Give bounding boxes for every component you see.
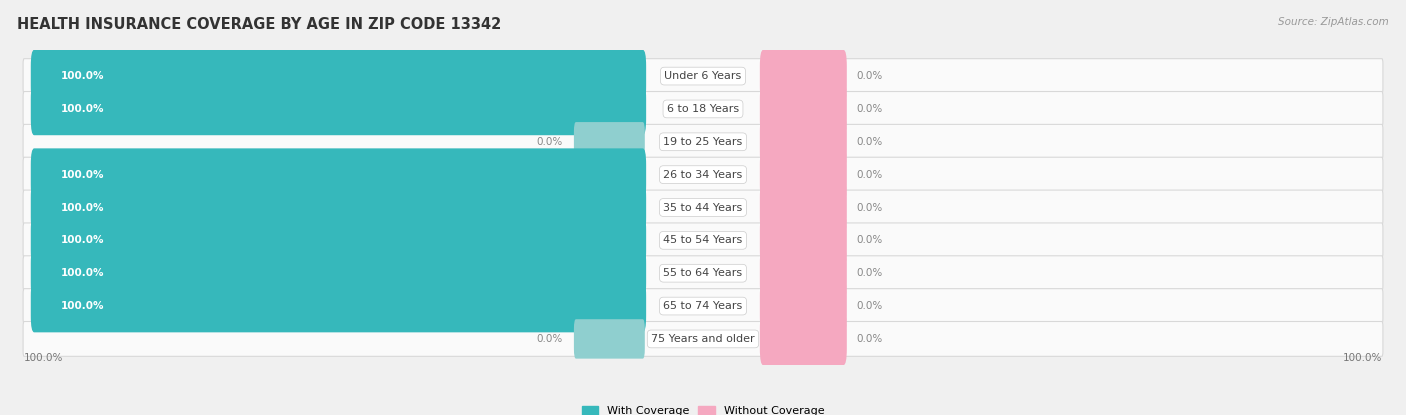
Text: 19 to 25 Years: 19 to 25 Years xyxy=(664,137,742,147)
Text: 0.0%: 0.0% xyxy=(856,104,883,114)
FancyBboxPatch shape xyxy=(574,122,645,161)
Text: 100.0%: 100.0% xyxy=(24,353,63,363)
FancyBboxPatch shape xyxy=(759,214,846,267)
FancyBboxPatch shape xyxy=(31,83,647,135)
Text: 100.0%: 100.0% xyxy=(60,170,104,180)
Text: 100.0%: 100.0% xyxy=(1343,353,1382,363)
Text: 100.0%: 100.0% xyxy=(60,71,104,81)
FancyBboxPatch shape xyxy=(759,312,846,365)
FancyBboxPatch shape xyxy=(31,280,647,332)
Text: 35 to 44 Years: 35 to 44 Years xyxy=(664,203,742,212)
Text: 65 to 74 Years: 65 to 74 Years xyxy=(664,301,742,311)
FancyBboxPatch shape xyxy=(22,190,1384,225)
FancyBboxPatch shape xyxy=(22,59,1384,93)
FancyBboxPatch shape xyxy=(759,115,846,168)
Text: 26 to 34 Years: 26 to 34 Years xyxy=(664,170,742,180)
FancyBboxPatch shape xyxy=(759,83,846,135)
Text: 0.0%: 0.0% xyxy=(856,301,883,311)
Text: Under 6 Years: Under 6 Years xyxy=(665,71,741,81)
FancyBboxPatch shape xyxy=(22,92,1384,126)
FancyBboxPatch shape xyxy=(759,181,846,234)
FancyBboxPatch shape xyxy=(759,280,846,332)
Legend: With Coverage, Without Coverage: With Coverage, Without Coverage xyxy=(582,406,824,415)
Text: 75 Years and older: 75 Years and older xyxy=(651,334,755,344)
FancyBboxPatch shape xyxy=(759,148,846,201)
FancyBboxPatch shape xyxy=(31,148,647,201)
FancyBboxPatch shape xyxy=(22,289,1384,323)
FancyBboxPatch shape xyxy=(31,50,647,103)
Text: 55 to 64 Years: 55 to 64 Years xyxy=(664,268,742,278)
Text: 0.0%: 0.0% xyxy=(856,235,883,245)
Text: 0.0%: 0.0% xyxy=(536,137,562,147)
FancyBboxPatch shape xyxy=(31,181,647,234)
FancyBboxPatch shape xyxy=(22,322,1384,356)
Text: 0.0%: 0.0% xyxy=(856,334,883,344)
Text: 45 to 54 Years: 45 to 54 Years xyxy=(664,235,742,245)
FancyBboxPatch shape xyxy=(759,50,846,103)
FancyBboxPatch shape xyxy=(31,247,647,300)
FancyBboxPatch shape xyxy=(22,223,1384,258)
FancyBboxPatch shape xyxy=(22,124,1384,159)
Text: 6 to 18 Years: 6 to 18 Years xyxy=(666,104,740,114)
Text: 0.0%: 0.0% xyxy=(856,203,883,212)
Text: 0.0%: 0.0% xyxy=(856,71,883,81)
Text: 0.0%: 0.0% xyxy=(536,334,562,344)
Text: 100.0%: 100.0% xyxy=(60,203,104,212)
Text: Source: ZipAtlas.com: Source: ZipAtlas.com xyxy=(1278,17,1389,27)
Text: 0.0%: 0.0% xyxy=(856,137,883,147)
Text: 100.0%: 100.0% xyxy=(60,301,104,311)
FancyBboxPatch shape xyxy=(759,247,846,300)
Text: 100.0%: 100.0% xyxy=(60,104,104,114)
Text: 100.0%: 100.0% xyxy=(60,268,104,278)
FancyBboxPatch shape xyxy=(22,157,1384,192)
Text: HEALTH INSURANCE COVERAGE BY AGE IN ZIP CODE 13342: HEALTH INSURANCE COVERAGE BY AGE IN ZIP … xyxy=(17,17,501,32)
FancyBboxPatch shape xyxy=(31,214,647,267)
Text: 0.0%: 0.0% xyxy=(856,170,883,180)
Text: 100.0%: 100.0% xyxy=(60,235,104,245)
FancyBboxPatch shape xyxy=(574,319,645,359)
Text: 0.0%: 0.0% xyxy=(856,268,883,278)
FancyBboxPatch shape xyxy=(22,256,1384,290)
